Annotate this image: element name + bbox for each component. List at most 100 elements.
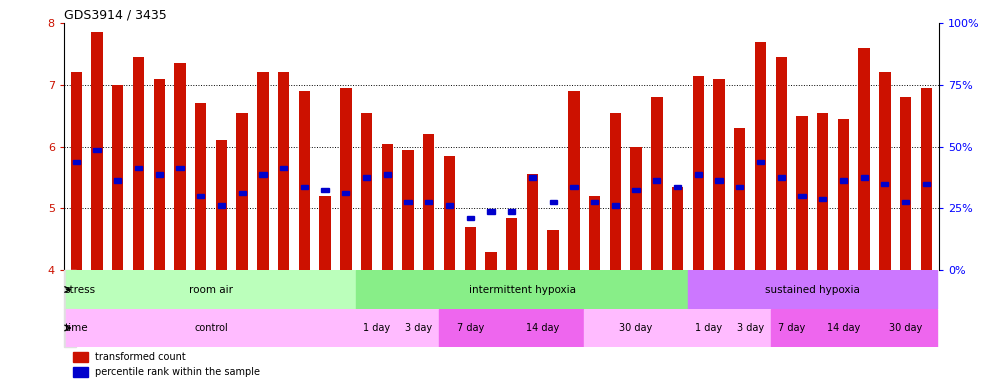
Bar (425, 200, 433, 204)
Bar (443, 156, 455, 270)
Bar (155, 172, 163, 177)
Text: 30 day: 30 day (889, 323, 922, 333)
Bar (218, 203, 225, 207)
Bar (736, 185, 743, 189)
Bar (135, 166, 143, 170)
Bar (381, 144, 393, 270)
Bar (64, 270, 77, 309)
Bar (881, 182, 889, 186)
Bar (879, 73, 891, 270)
Bar (64, 309, 77, 347)
Bar (340, 88, 352, 270)
Text: GDS3914 / 3435: GDS3914 / 3435 (64, 9, 167, 22)
Bar (239, 191, 246, 195)
Text: control: control (195, 323, 228, 333)
Bar (548, 230, 559, 270)
Bar (215, 141, 227, 270)
Bar (446, 203, 453, 207)
Bar (260, 172, 266, 177)
Bar (899, 97, 911, 270)
Bar (66, 309, 356, 347)
Bar (114, 179, 122, 183)
Bar (798, 194, 805, 198)
Bar (902, 200, 909, 204)
Bar (858, 48, 870, 270)
Bar (198, 194, 204, 198)
Bar (176, 166, 184, 170)
Bar (398, 309, 439, 347)
Bar (363, 175, 371, 180)
Bar (755, 41, 766, 270)
Bar (237, 113, 248, 270)
Text: 7 day: 7 day (457, 323, 484, 333)
Bar (839, 179, 847, 183)
Bar (71, 73, 82, 270)
Bar (527, 174, 538, 270)
Bar (73, 160, 80, 164)
Text: sustained hypoxia: sustained hypoxia (765, 285, 860, 295)
Bar (342, 191, 350, 195)
Bar (860, 175, 868, 180)
Bar (674, 185, 681, 189)
Bar (778, 175, 784, 180)
Bar (921, 88, 932, 270)
Bar (467, 215, 474, 220)
Bar (671, 187, 683, 270)
Bar (501, 309, 584, 347)
Bar (693, 76, 704, 270)
Bar (383, 172, 391, 177)
Bar (66, 270, 356, 309)
Text: room air: room air (189, 285, 233, 295)
Bar (570, 185, 578, 189)
Bar (695, 172, 702, 177)
Bar (771, 309, 812, 347)
Bar (875, 309, 937, 347)
Text: 14 day: 14 day (526, 323, 559, 333)
Text: 3 day: 3 day (736, 323, 764, 333)
Text: 1 day: 1 day (695, 323, 723, 333)
Bar (729, 309, 771, 347)
Bar (508, 209, 515, 214)
Text: stress: stress (64, 285, 95, 295)
Text: 3 day: 3 day (405, 323, 432, 333)
Bar (321, 188, 328, 192)
Bar (630, 147, 642, 270)
Bar (812, 309, 875, 347)
Bar (488, 209, 494, 214)
Text: intermittent hypoxia: intermittent hypoxia (469, 285, 576, 295)
Bar (632, 188, 640, 192)
Bar (73, 352, 88, 362)
Bar (133, 57, 145, 270)
Bar (174, 63, 186, 270)
Bar (112, 85, 124, 270)
Bar (195, 103, 206, 270)
Bar (301, 185, 308, 189)
Bar (404, 200, 412, 204)
Bar (568, 91, 580, 270)
Text: percentile rank within the sample: percentile rank within the sample (94, 367, 260, 377)
Bar (714, 79, 724, 270)
Bar (91, 32, 103, 270)
Bar (757, 160, 764, 164)
Bar (280, 166, 287, 170)
Bar (529, 175, 536, 180)
Bar (356, 309, 398, 347)
Bar (838, 119, 849, 270)
Bar (299, 91, 310, 270)
Bar (796, 116, 808, 270)
Bar (609, 113, 621, 270)
Bar (319, 196, 331, 270)
Text: 7 day: 7 day (778, 323, 805, 333)
Bar (688, 270, 937, 309)
Bar (258, 73, 268, 270)
Bar (589, 196, 601, 270)
Text: 1 day: 1 day (364, 323, 390, 333)
Bar (356, 270, 688, 309)
Bar (591, 200, 599, 204)
Bar (611, 203, 619, 207)
Bar (486, 252, 496, 270)
Text: transformed count: transformed count (94, 352, 185, 362)
Bar (73, 367, 88, 377)
Bar (584, 309, 688, 347)
Bar (465, 227, 476, 270)
